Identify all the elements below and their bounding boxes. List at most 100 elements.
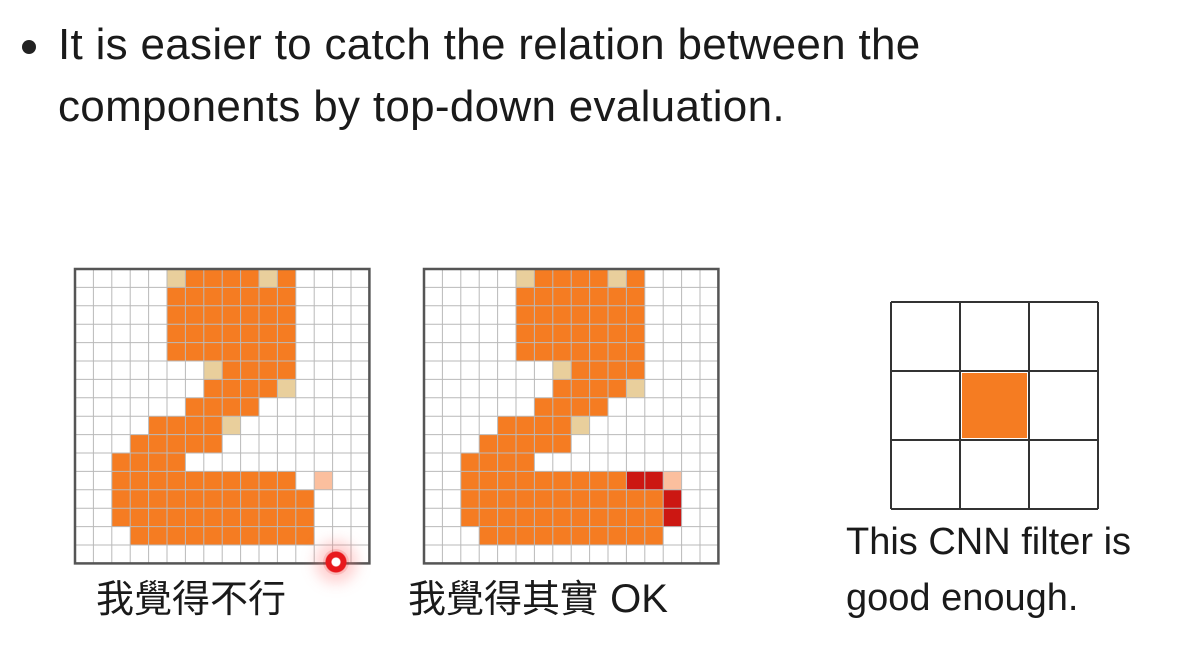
grid-pixel <box>185 269 204 288</box>
grid-pixel <box>479 489 498 509</box>
grid-pixel <box>240 508 259 527</box>
grid-pixel <box>589 471 608 490</box>
grid-pixel <box>589 361 608 380</box>
grid-pixel <box>148 526 167 545</box>
grid-pixel <box>130 471 149 490</box>
grid-pixel <box>222 416 241 435</box>
grid-pixel <box>222 269 241 288</box>
grid-pixel <box>203 361 223 380</box>
grid-pixel <box>516 526 535 545</box>
grid-pixel <box>240 342 259 361</box>
grid-pixel <box>552 471 572 490</box>
grid-pixel <box>111 508 131 527</box>
grid-pixel <box>130 453 149 472</box>
grid-pixel <box>148 453 167 472</box>
grid-pixel <box>314 471 333 490</box>
grid-pixel <box>277 508 296 527</box>
grid-pixel <box>626 269 645 288</box>
grid-pixel <box>552 379 572 398</box>
grid-pixel <box>259 379 278 398</box>
grid-pixel <box>259 305 278 325</box>
grid-pixel <box>203 489 223 509</box>
grid-pixel <box>130 526 149 545</box>
right-grid-caption-ok: OK <box>610 577 668 621</box>
grid-pixel <box>167 526 186 545</box>
grid-pixel <box>222 508 241 527</box>
grid-pixel <box>167 489 186 509</box>
grid-pixel <box>222 324 241 343</box>
grid-pixel <box>608 379 627 398</box>
grid-pixel <box>203 471 223 490</box>
grid-pixel <box>516 508 535 527</box>
grid-pixel <box>203 287 223 306</box>
grid-pixel <box>277 287 296 306</box>
grid-pixel <box>259 471 278 490</box>
grid-pixel <box>516 416 535 435</box>
grid-pixel <box>534 287 553 306</box>
grid-pixel <box>626 508 645 527</box>
grid-pixel <box>571 269 590 288</box>
grid-pixel <box>552 269 572 288</box>
grid-pixel <box>552 508 572 527</box>
grid-pixel <box>534 397 553 417</box>
grid-pixel <box>571 361 590 380</box>
grid-pixel <box>571 342 590 361</box>
grid-pixel <box>240 305 259 325</box>
grid-pixel <box>185 434 204 453</box>
grid-pixel <box>111 489 131 509</box>
grid-pixel <box>608 361 627 380</box>
grid-pixel <box>516 342 535 361</box>
grid-pixel <box>222 287 241 306</box>
grid-pixel <box>203 397 223 417</box>
grid-pixel <box>552 434 572 453</box>
grid-pixel <box>534 416 553 435</box>
grid-pixel <box>552 526 572 545</box>
grid-pixel <box>240 324 259 343</box>
grid-pixel <box>167 508 186 527</box>
grid-pixel <box>534 305 553 325</box>
grid-pixel <box>534 269 553 288</box>
grid-pixel <box>479 526 498 545</box>
grid-pixel <box>277 324 296 343</box>
grid-pixel <box>277 269 296 288</box>
grid-pixel <box>626 489 645 509</box>
right-digit-grid <box>421 266 721 566</box>
grid-pixel <box>497 526 516 545</box>
grid-pixel <box>148 434 167 453</box>
grid-pixel <box>663 489 682 509</box>
grid-pixel <box>497 416 516 435</box>
grid-pixel <box>167 287 186 306</box>
grid-pixel <box>479 434 498 453</box>
grid-pixel <box>240 489 259 509</box>
grid-pixel <box>460 453 480 472</box>
grid-pixel <box>497 489 516 509</box>
grid-pixel <box>589 526 608 545</box>
grid-pixel <box>277 489 296 509</box>
grid-pixel <box>552 305 572 325</box>
grid-pixel <box>589 508 608 527</box>
grid-pixel <box>222 342 241 361</box>
right-grid-caption: 我覺得其實 OK <box>408 568 668 623</box>
grid-pixel <box>516 324 535 343</box>
grid-pixel <box>222 361 241 380</box>
grid-pixel <box>167 342 186 361</box>
grid-pixel <box>479 453 498 472</box>
grid-pixel <box>626 324 645 343</box>
grid-pixel <box>626 379 645 398</box>
grid-pixel <box>534 489 553 509</box>
grid-pixel <box>608 342 627 361</box>
grid-pixel <box>516 269 535 288</box>
grid-pixel <box>608 471 627 490</box>
grid-pixel <box>185 526 204 545</box>
grid-pixel <box>644 471 664 490</box>
grid-pixel <box>644 508 664 527</box>
grid-pixel <box>552 416 572 435</box>
grid-pixel <box>240 471 259 490</box>
grid-pixel <box>185 397 204 417</box>
left-grid-caption: 我覺得不行 <box>96 577 287 621</box>
grid-pixel <box>148 489 167 509</box>
right-grid-caption-cjk: 我覺得其實 <box>408 577 599 621</box>
grid-pixel <box>222 489 241 509</box>
grid-pixel <box>534 342 553 361</box>
grid-pixel <box>185 416 204 435</box>
